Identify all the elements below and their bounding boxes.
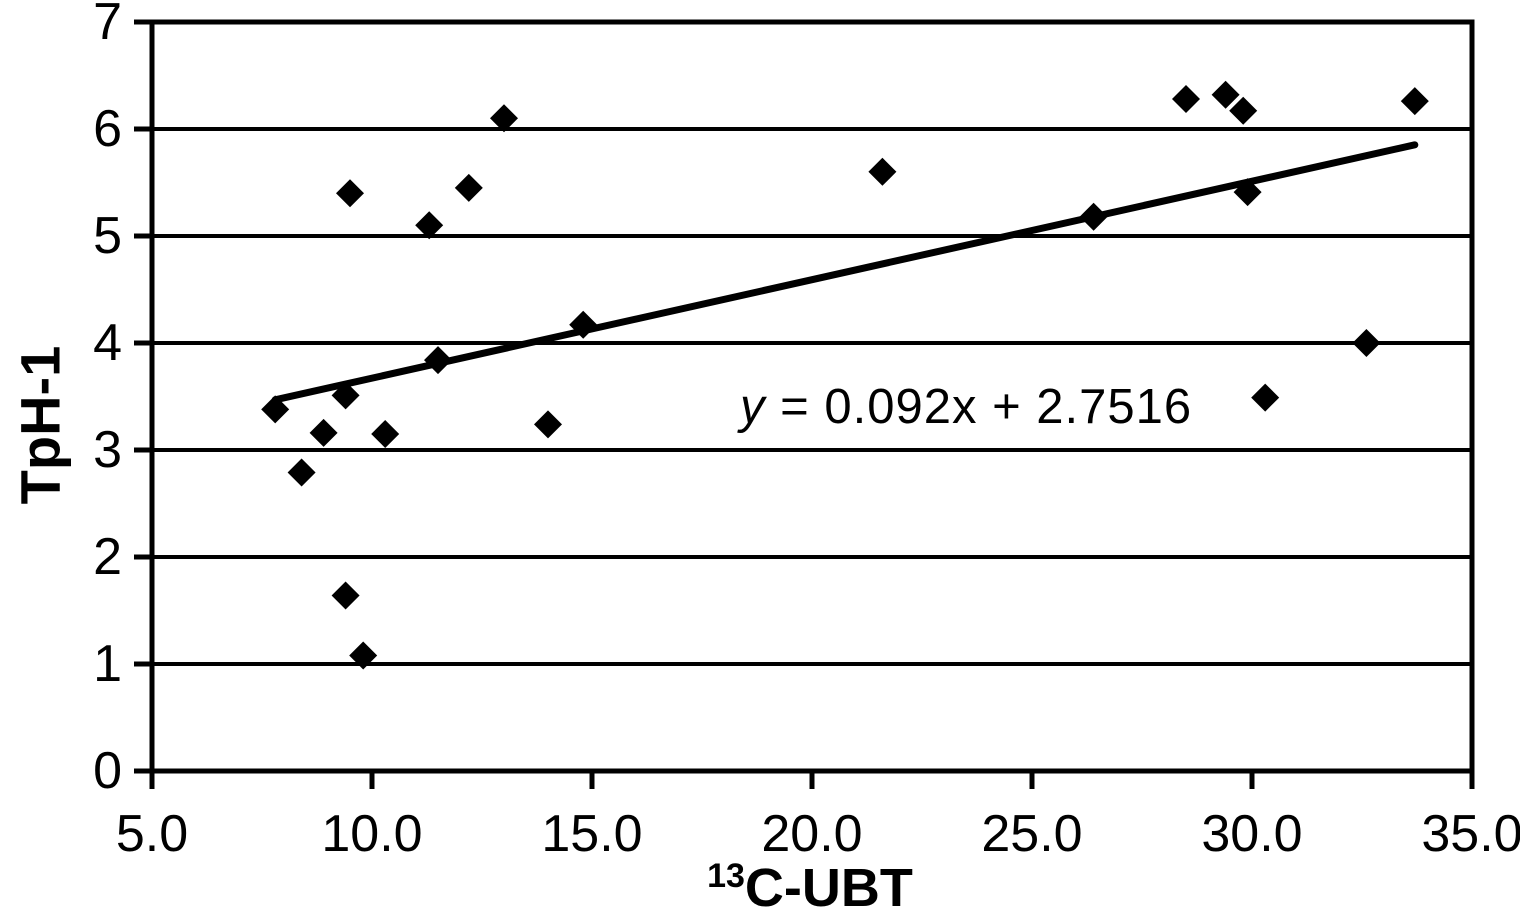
trendline-equation: y = 0.092x + 2.7516: [740, 379, 1192, 435]
data-point: [309, 418, 338, 447]
x-tick-label: 30.0: [1201, 805, 1302, 863]
y-tick-label: 2: [93, 528, 122, 586]
data-point: [331, 581, 360, 610]
data-point: [1352, 329, 1381, 357]
data-point: [1251, 383, 1280, 412]
data-point: [1229, 96, 1258, 125]
x-tick-label: 15.0: [541, 805, 642, 863]
data-point: [1079, 202, 1108, 231]
y-tick-label: 1: [93, 635, 122, 693]
data-point: [415, 211, 444, 240]
x-axis-title-superscript: 13: [707, 857, 745, 895]
data-point: [534, 410, 562, 439]
data-point: [287, 458, 316, 487]
data-point: [454, 173, 483, 202]
y-tick-label: 6: [93, 100, 122, 158]
y-tick-label: 5: [93, 207, 122, 265]
equation-lhs: y: [740, 380, 766, 434]
data-point: [331, 381, 360, 410]
x-tick-label: 10.0: [321, 805, 422, 863]
data-point: [868, 157, 897, 186]
x-tick-label: 20.0: [761, 805, 862, 863]
y-axis-title: TpH-1: [8, 345, 72, 505]
data-point: [1233, 178, 1262, 207]
data-point: [336, 179, 364, 208]
data-point: [261, 395, 290, 424]
data-point: [1172, 85, 1200, 114]
data-point: [1400, 87, 1429, 116]
x-tick-label: 35.0: [1421, 805, 1520, 863]
y-tick-label: 4: [93, 314, 122, 372]
data-point: [490, 104, 518, 133]
y-tick-label: 3: [93, 421, 122, 479]
data-point: [371, 419, 400, 448]
x-axis-title-text: C-UBT: [744, 858, 913, 918]
x-tick-label: 25.0: [981, 805, 1082, 863]
y-tick-label: 0: [93, 742, 122, 800]
equation-rhs: = 0.092x + 2.7516: [765, 380, 1193, 434]
x-tick-label: 5.0: [116, 805, 188, 863]
data-point: [1211, 80, 1240, 109]
data-point: [569, 310, 598, 339]
y-tick-label: 7: [93, 0, 122, 51]
data-point: [424, 346, 452, 375]
plot-border: [149, 19, 1475, 774]
trend-line: [271, 141, 1419, 404]
x-axis-title: 13C-UBT: [707, 857, 913, 919]
data-point: [349, 641, 378, 670]
